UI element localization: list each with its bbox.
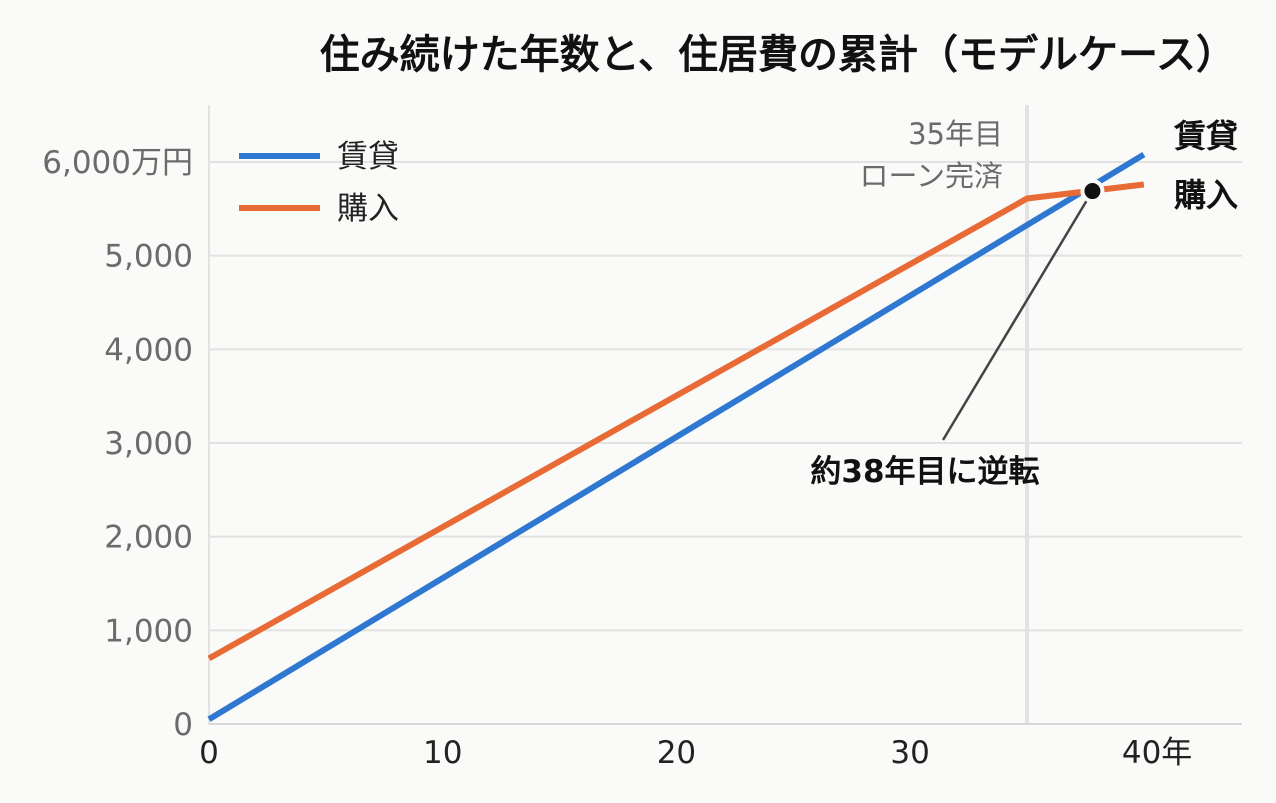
end-label-buy: 購入 — [1174, 176, 1238, 214]
y-tick-label: 3,000 — [104, 426, 193, 462]
x-tick-label: 10 — [423, 735, 462, 771]
reference-label-line-2: ローン完済 — [859, 159, 1003, 193]
chart-title: 住み続けた年数と、住居費の累計（モデルケース） — [320, 32, 1236, 78]
grid-lines — [208, 105, 1242, 724]
x-tick-label: 30 — [890, 735, 929, 771]
x-tick-label: 20 — [657, 735, 696, 771]
legend-label-buy: 購入 — [337, 191, 399, 227]
series-line-buy — [207, 181, 1145, 662]
y-tick-label: 5,000 — [104, 239, 193, 275]
y-tick-label: 1,000 — [104, 613, 193, 649]
legend-label-rent: 賃貸 — [337, 139, 399, 175]
reference-label-line-1: 35年目 — [908, 117, 1003, 151]
series-line-rent — [207, 151, 1146, 722]
x-axis-ticks: 0 10 20 30 40年 — [199, 735, 1192, 771]
legend: 賃貸 購入 — [239, 139, 399, 227]
y-tick-label: 2,000 — [104, 520, 193, 556]
crossover-point — [1080, 179, 1105, 204]
y-tick-label: 0 — [173, 707, 193, 743]
end-label-rent: 賃貸 — [1173, 117, 1238, 155]
crossover-label: 約38年目に逆転 — [810, 454, 1039, 490]
x-tick-label: 40年 — [1122, 735, 1192, 771]
y-tick-label: 4,000 — [104, 332, 193, 368]
x-tick-label: 0 — [199, 735, 219, 771]
crossover-leader-line — [941, 200, 1088, 441]
y-tick-label: 6,000万円 — [42, 145, 193, 181]
series-layer — [207, 151, 1146, 722]
y-axis-ticks: 0 1,000 2,000 3,000 4,000 5,000 6,000万円 — [42, 145, 193, 743]
